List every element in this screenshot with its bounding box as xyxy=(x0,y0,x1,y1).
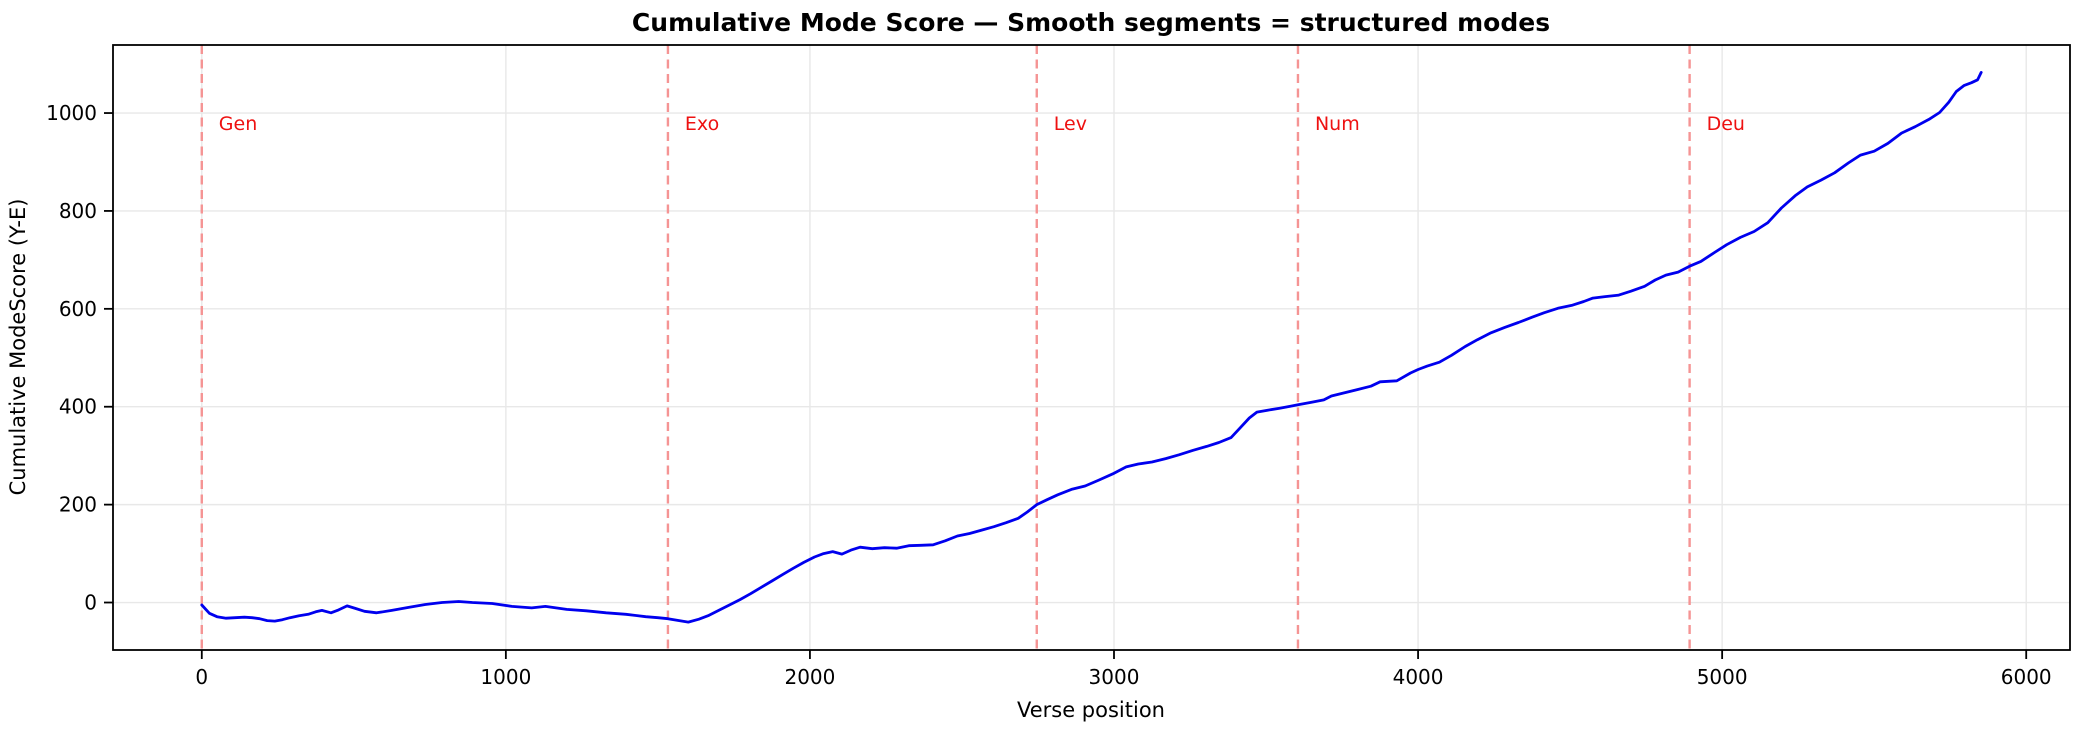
book-label: Lev xyxy=(1054,113,1087,135)
book-label: Exo xyxy=(685,113,719,135)
x-tick-label: 0 xyxy=(195,665,208,689)
book-labels: Gen Exo Lev Num Deu xyxy=(219,113,1745,135)
x-tick-label: 5000 xyxy=(1697,665,1748,689)
data-series xyxy=(200,71,1983,624)
y-tick-label: 800 xyxy=(59,199,97,223)
book-label: Gen xyxy=(219,113,257,135)
x-tick-label: 6000 xyxy=(2001,665,2052,689)
y-tick-label: 0 xyxy=(84,591,97,615)
book-label: Num xyxy=(1315,113,1360,135)
axis-ticks: 0 1000 2000 3000 4000 5000 6000 0 200 400 600 800 10… xyxy=(46,101,2052,689)
y-tick-label: 400 xyxy=(59,395,97,419)
axes-spines xyxy=(112,44,2071,651)
x-axis-label: Verse position xyxy=(1017,698,1165,722)
gridlines xyxy=(113,45,2070,650)
y-tick-label: 200 xyxy=(59,493,97,517)
y-axis-label: Cumulative ModeScore (Y-E) xyxy=(6,199,30,496)
plot-border xyxy=(112,44,2071,651)
x-tick-label: 2000 xyxy=(784,665,835,689)
x-tick-label: 3000 xyxy=(1089,665,1140,689)
y-tick-label: 1000 xyxy=(46,101,97,125)
book-label: Deu xyxy=(1707,113,1745,135)
y-tick-label: 600 xyxy=(59,297,97,321)
x-tick-label: 4000 xyxy=(1393,665,1444,689)
x-tick-label: 1000 xyxy=(480,665,531,689)
modescore-line xyxy=(200,71,1983,624)
chart-title: Cumulative Mode Score — Smooth segments … xyxy=(632,8,1550,37)
book-boundary-lines xyxy=(200,45,1691,650)
